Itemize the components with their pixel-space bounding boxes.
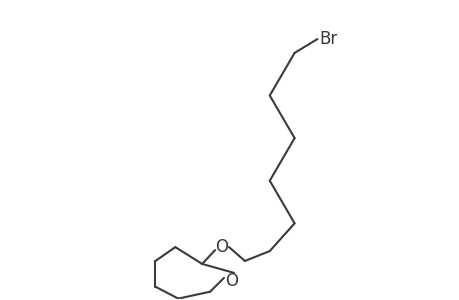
Text: Br: Br xyxy=(319,30,337,48)
Text: O: O xyxy=(225,272,238,290)
Text: O: O xyxy=(215,238,228,256)
